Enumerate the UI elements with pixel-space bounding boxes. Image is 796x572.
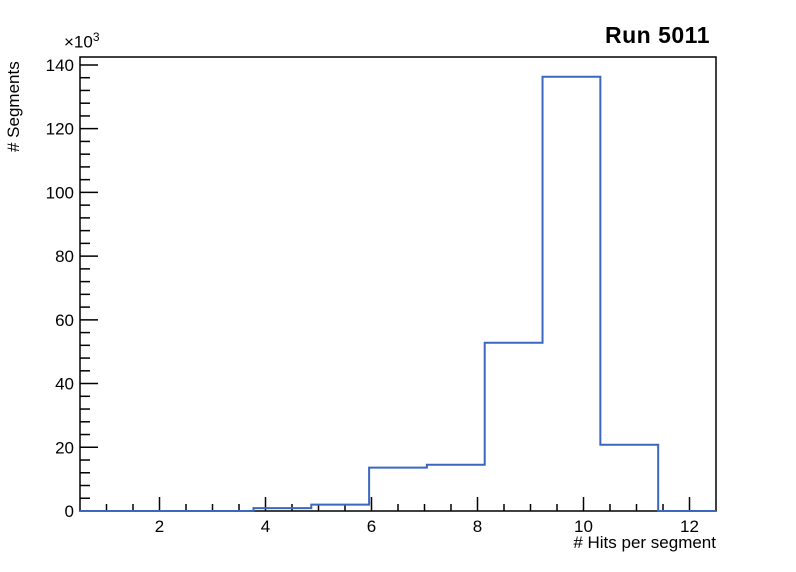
y-tick-label: 60 [55, 311, 74, 330]
x-tick-label: 12 [680, 517, 699, 536]
y-tick-label: 80 [55, 247, 74, 266]
y-tick-label: 40 [55, 375, 74, 394]
x-axis-title: # Hits per segment [573, 533, 716, 552]
y-tick-label: 140 [46, 56, 74, 75]
y-axis-title: # Segments [4, 61, 23, 152]
plot-frame [79, 56, 717, 512]
x-tick-label: 2 [155, 517, 164, 536]
y-tick-label: 100 [46, 183, 74, 202]
x-tick-label: 4 [261, 517, 270, 536]
plot-title: Run 5011 [605, 22, 710, 48]
histogram-line [80, 75, 716, 512]
y-axis-multiplier-exponent: 3 [92, 30, 100, 44]
x-tick-label: 10 [574, 517, 593, 536]
y-tick-label: 120 [46, 120, 74, 139]
y-tick-label: 20 [55, 438, 74, 457]
y-tick-label: 0 [65, 502, 74, 521]
x-tick-label: 8 [473, 517, 482, 536]
x-tick-label: 6 [367, 517, 376, 536]
y-axis-multiplier: ×103 [64, 30, 100, 53]
y-axis-multiplier-base: ×10 [64, 32, 93, 52]
